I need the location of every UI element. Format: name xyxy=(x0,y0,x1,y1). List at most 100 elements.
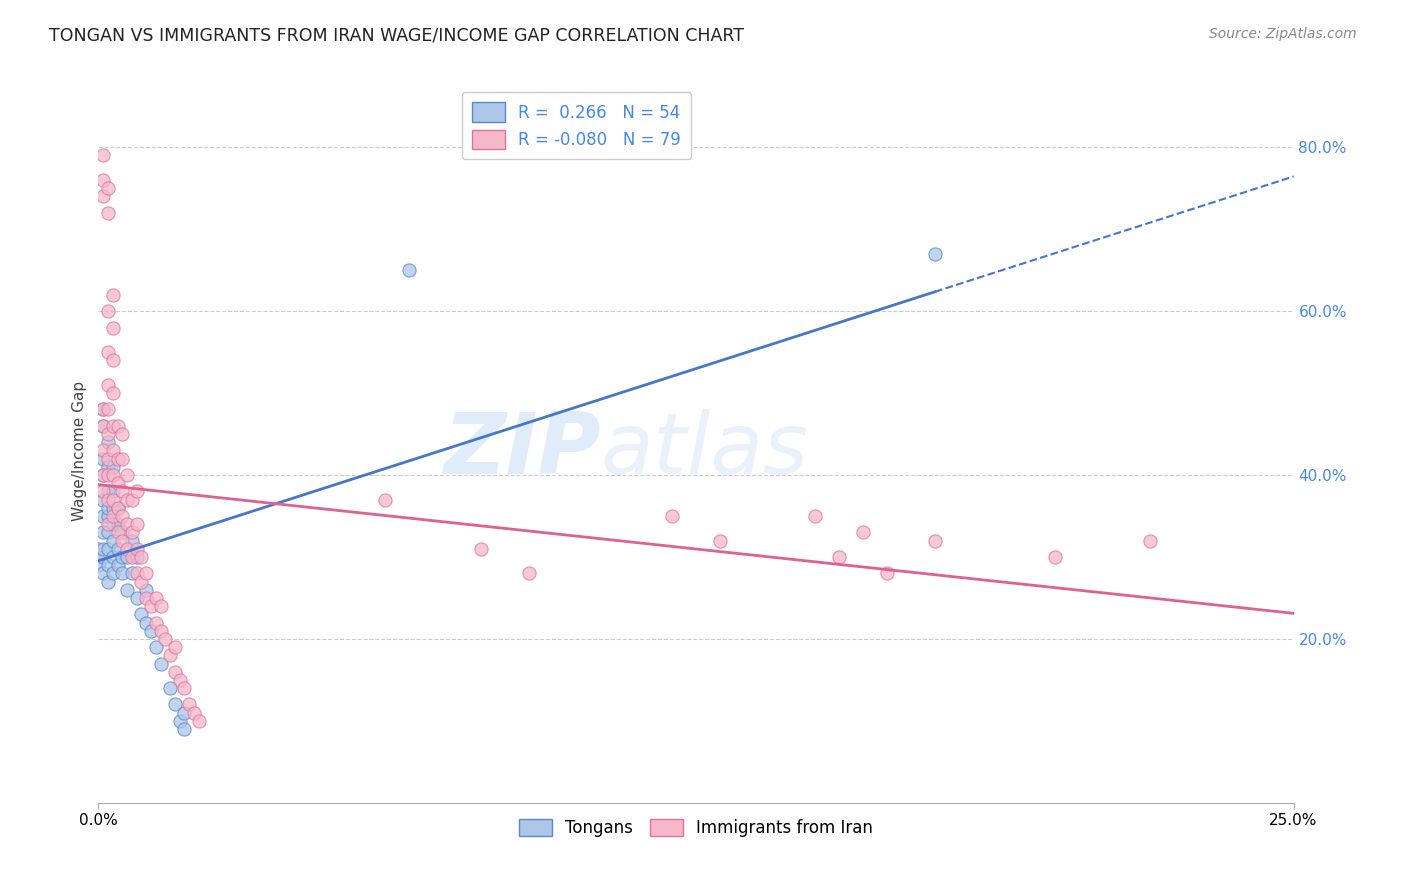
Point xyxy=(111,566,134,581)
Text: ZIP: ZIP xyxy=(443,409,600,492)
Point xyxy=(115,549,138,564)
Point xyxy=(97,402,120,417)
Point xyxy=(121,549,143,564)
Point xyxy=(159,648,181,663)
Point xyxy=(111,484,134,499)
Y-axis label: Wage/Income Gap: Wage/Income Gap xyxy=(72,380,87,521)
Point xyxy=(111,508,134,523)
Point xyxy=(173,722,195,736)
Point xyxy=(121,533,143,548)
Point xyxy=(97,304,120,318)
Point xyxy=(87,558,110,573)
Point xyxy=(876,566,898,581)
Text: atlas: atlas xyxy=(600,409,808,492)
Point xyxy=(91,541,114,556)
Point xyxy=(91,173,114,187)
Point xyxy=(131,549,153,564)
Point xyxy=(107,525,129,540)
Point xyxy=(107,517,129,532)
Point xyxy=(163,698,186,712)
Point xyxy=(1043,549,1066,564)
Point xyxy=(169,714,191,728)
Point xyxy=(115,517,138,532)
Point xyxy=(155,632,177,646)
Point xyxy=(111,533,134,548)
Point xyxy=(91,418,114,433)
Point xyxy=(924,247,946,261)
Point xyxy=(97,435,120,450)
Point xyxy=(91,566,114,581)
Point xyxy=(139,624,162,638)
Point xyxy=(163,640,186,654)
Point xyxy=(149,599,172,614)
Point xyxy=(115,468,138,483)
Point xyxy=(97,427,120,442)
Point xyxy=(101,418,124,433)
Point xyxy=(101,533,124,548)
Legend: Tongans, Immigrants from Iran: Tongans, Immigrants from Iran xyxy=(512,813,880,844)
Point xyxy=(91,451,114,466)
Point xyxy=(125,591,148,605)
Point xyxy=(135,591,157,605)
Point xyxy=(97,484,120,499)
Point xyxy=(149,657,172,671)
Point xyxy=(101,492,124,507)
Point xyxy=(97,345,120,359)
Point xyxy=(97,508,120,523)
Point xyxy=(111,427,134,442)
Point xyxy=(149,624,172,638)
Point xyxy=(135,566,157,581)
Point xyxy=(187,714,209,728)
Point xyxy=(97,451,120,466)
Point xyxy=(91,492,114,507)
Point xyxy=(107,541,129,556)
Point xyxy=(107,418,129,433)
Point xyxy=(125,566,148,581)
Point xyxy=(115,582,138,597)
Point xyxy=(183,706,205,720)
Point xyxy=(91,484,114,499)
Point xyxy=(179,698,201,712)
Point xyxy=(91,418,114,433)
Point xyxy=(517,566,540,581)
Point xyxy=(91,402,114,417)
Point xyxy=(101,517,124,532)
Point xyxy=(115,492,138,507)
Point xyxy=(91,443,114,458)
Point xyxy=(97,500,120,515)
Point xyxy=(97,378,120,392)
Point xyxy=(173,681,195,695)
Point xyxy=(91,148,114,162)
Point xyxy=(125,484,148,499)
Point xyxy=(101,549,124,564)
Point xyxy=(139,599,162,614)
Point xyxy=(145,640,167,654)
Point xyxy=(470,541,492,556)
Point xyxy=(101,443,124,458)
Text: TONGAN VS IMMIGRANTS FROM IRAN WAGE/INCOME GAP CORRELATION CHART: TONGAN VS IMMIGRANTS FROM IRAN WAGE/INCO… xyxy=(49,27,744,45)
Point xyxy=(97,574,120,589)
Point xyxy=(97,206,120,220)
Point xyxy=(131,607,153,622)
Point xyxy=(107,500,129,515)
Point xyxy=(159,681,181,695)
Point xyxy=(173,706,195,720)
Point xyxy=(101,386,124,401)
Point xyxy=(101,459,124,474)
Point xyxy=(101,287,124,301)
Point xyxy=(107,476,129,491)
Point xyxy=(107,451,129,466)
Point xyxy=(107,500,129,515)
Point xyxy=(91,189,114,203)
Point xyxy=(828,549,851,564)
Point xyxy=(145,591,167,605)
Point xyxy=(101,468,124,483)
Point xyxy=(145,615,167,630)
Point xyxy=(374,492,396,507)
Point xyxy=(107,558,129,573)
Point xyxy=(804,508,827,523)
Text: Source: ZipAtlas.com: Source: ZipAtlas.com xyxy=(1209,27,1357,41)
Point xyxy=(97,468,120,483)
Point xyxy=(125,549,148,564)
Point xyxy=(121,566,143,581)
